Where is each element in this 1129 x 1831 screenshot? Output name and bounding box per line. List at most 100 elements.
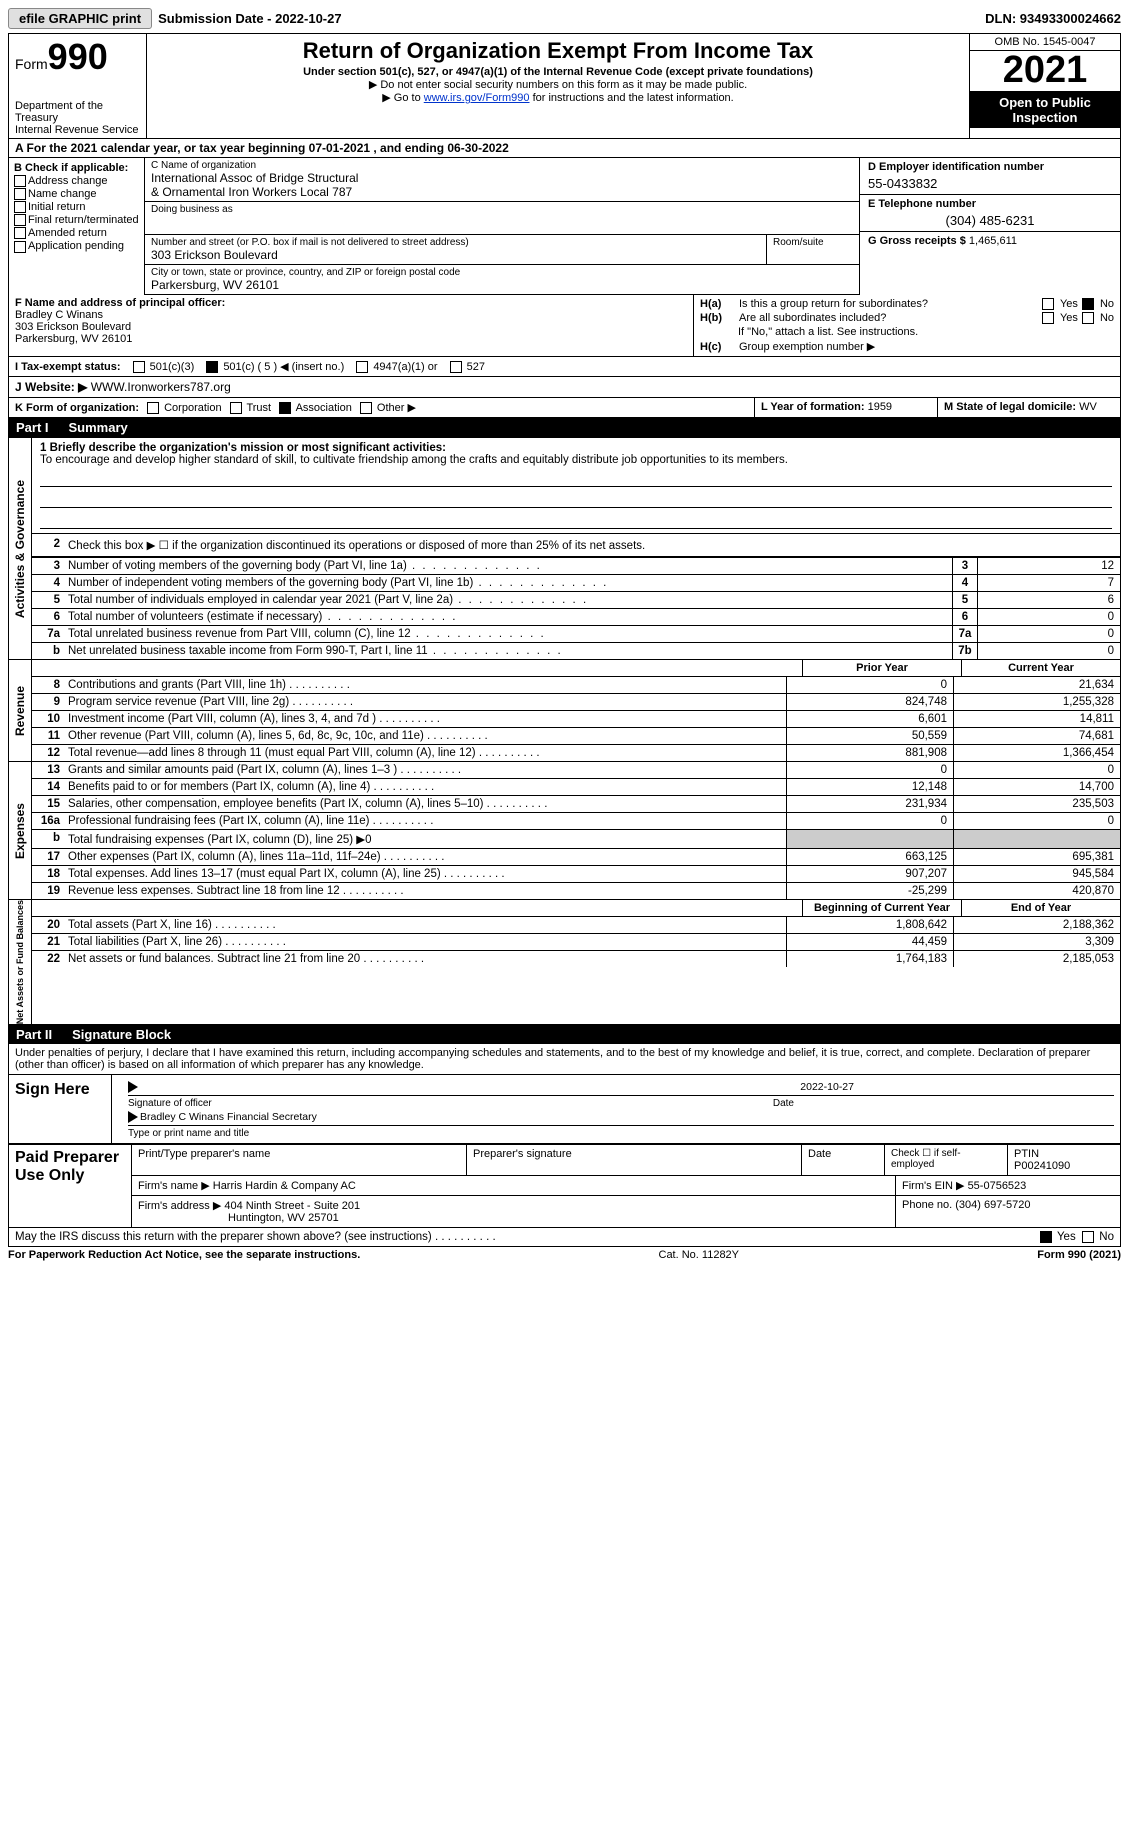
chk-address-change[interactable] [14,175,26,187]
fin-row-19: 19Revenue less expenses. Subtract line 1… [32,882,1120,899]
chk-other[interactable] [360,402,372,414]
fin-row-10: 10Investment income (Part VIII, column (… [32,710,1120,727]
q1-value: To encourage and develop higher standard… [40,454,1112,466]
ptin-value: P00241090 [1014,1160,1114,1172]
chk-501c3[interactable] [133,361,145,373]
ha-yes[interactable] [1042,298,1054,310]
prep-name-label: Print/Type preparer's name [131,1145,466,1175]
org-name-label: C Name of organization [151,160,853,171]
identity-block: B Check if applicable: Address change Na… [8,158,1121,295]
year-formation: 1959 [868,401,892,413]
chk-initial-return[interactable] [14,201,26,213]
hc-label: Group exemption number ▶ [739,340,875,353]
ha-no[interactable] [1082,298,1094,310]
chk-name-change[interactable] [14,188,26,200]
tel-label: E Telephone number [868,198,1112,210]
q1-label: 1 Briefly describe the organization's mi… [40,442,1112,454]
footer: For Paperwork Reduction Act Notice, see … [8,1247,1121,1263]
col-prior-year: Prior Year [803,660,962,676]
fin-row-22: 22Net assets or fund balances. Subtract … [32,950,1120,967]
fin-row-17: 17Other expenses (Part IX, column (A), l… [32,848,1120,865]
side-ag: Activities & Governance [13,480,27,618]
dept-label: Department of the Treasury Internal Reve… [15,100,140,136]
prep-sig-label: Preparer's signature [466,1145,801,1175]
row-a-taxyear: A For the 2021 calendar year, or tax yea… [8,139,1121,158]
summary-box: Activities & Governance 1 Briefly descri… [8,437,1121,1025]
fin-row-12: 12Total revenue—add lines 8 through 11 (… [32,744,1120,761]
col-current-year: Current Year [962,660,1120,676]
firm-addr1: 404 Ninth Street - Suite 201 [224,1200,360,1212]
fin-row-9: 9Program service revenue (Part VIII, lin… [32,693,1120,710]
form-title: Return of Organization Exempt From Incom… [153,38,963,64]
gross-value: 1,465,611 [969,235,1017,247]
chk-4947[interactable] [356,361,368,373]
form-subtitle: Under section 501(c), 527, or 4947(a)(1)… [153,66,963,78]
sig-declaration: Under penalties of perjury, I declare th… [8,1044,1121,1075]
firm-name: Harris Hardin & Company AC [213,1180,356,1192]
firm-addr2: Huntington, WV 25701 [138,1212,889,1224]
sign-here-block: Sign Here 2022-10-27 Signature of office… [8,1075,1121,1144]
summary-row-3: 3Number of voting members of the governi… [32,557,1120,574]
prep-date-label: Date [801,1145,884,1175]
fin-row-11: 11Other revenue (Part VIII, column (A), … [32,727,1120,744]
fin-row-14: 14Benefits paid to or for members (Part … [32,778,1120,795]
chk-final-return[interactable] [14,214,26,226]
open-to-public: Open to Public Inspection [970,92,1120,128]
part1-header: Part ISummary [8,418,1121,437]
chk-app-pending[interactable] [14,241,26,253]
prep-selfemp: Check ☐ if self-employed [884,1145,1007,1175]
summary-row-7a: 7aTotal unrelated business revenue from … [32,625,1120,642]
officer-addr1: 303 Erickson Boulevard [15,321,687,333]
fin-row-13: 13Grants and similar amounts paid (Part … [32,762,1120,778]
officer-name-title: Bradley C Winans Financial Secretary [140,1111,317,1125]
chk-501c[interactable] [206,361,218,373]
note-ssn: ▶ Do not enter social security numbers o… [153,78,963,91]
discuss-yes[interactable] [1040,1231,1052,1243]
fin-row-18: 18Total expenses. Add lines 13–17 (must … [32,865,1120,882]
chk-trust[interactable] [230,402,242,414]
date-label: Date [773,1098,1114,1109]
klm-row: K Form of organization: Corporation Trus… [8,398,1121,418]
chk-assoc[interactable] [279,402,291,414]
box-b: B Check if applicable: Address change Na… [9,158,145,295]
tax-status-row: I Tax-exempt status: 501(c)(3) 501(c) ( … [8,357,1121,377]
submission-date: Submission Date - 2022-10-27 [158,11,342,26]
side-expenses: Expenses [13,803,27,859]
chk-corp[interactable] [147,402,159,414]
summary-row-6: 6Total number of volunteers (estimate if… [32,608,1120,625]
city-value: Parkersburg, WV 26101 [151,278,853,292]
website-row: J Website: ▶ WWW.Ironworkers787.org [8,377,1121,398]
fin-row-16a: 16aProfessional fundraising fees (Part I… [32,812,1120,829]
sig-officer-label: Signature of officer [128,1098,212,1109]
paid-preparer-block: Paid Preparer Use Only Print/Type prepar… [8,1144,1121,1228]
chk-527[interactable] [450,361,462,373]
state-domicile: WV [1079,401,1097,413]
org-name: International Assoc of Bridge Structural… [151,171,853,199]
q2-text: Check this box ▶ ☐ if the organization d… [64,536,1120,554]
top-bar: efile GRAPHIC print Submission Date - 20… [8,8,1121,29]
arrow-icon [128,1081,138,1093]
discuss-no[interactable] [1082,1231,1094,1243]
hb-no[interactable] [1082,312,1094,324]
street-label: Number and street (or P.O. box if mail i… [151,237,760,248]
form-number: Form990 [15,36,140,78]
chk-amended[interactable] [14,227,26,239]
discuss-row: May the IRS discuss this return with the… [8,1228,1121,1247]
arrow-icon [128,1111,138,1123]
side-netassets: Net Assets or Fund Balances [15,900,25,1024]
ein-value: 55-0433832 [868,173,1112,191]
officer-label: F Name and address of principal officer: [15,297,687,309]
street-value: 303 Erickson Boulevard [151,248,760,262]
firm-phone: (304) 697-5720 [955,1199,1030,1211]
fin-row-20: 20Total assets (Part X, line 16)1,808,64… [32,917,1120,933]
fin-row-15: 15Salaries, other compensation, employee… [32,795,1120,812]
efile-print-button[interactable]: efile GRAPHIC print [8,8,152,29]
fin-row-8: 8Contributions and grants (Part VIII, li… [32,677,1120,693]
officer-group-block: F Name and address of principal officer:… [8,295,1121,357]
hb-yes[interactable] [1042,312,1054,324]
note-link: ▶ Go to www.irs.gov/Form990 for instruct… [153,91,963,104]
dln-number: DLN: 93493300024662 [985,11,1121,26]
irs-link[interactable]: www.irs.gov/Form990 [424,92,530,104]
col-boy: Beginning of Current Year [803,900,962,916]
dba-label: Doing business as [145,202,859,235]
